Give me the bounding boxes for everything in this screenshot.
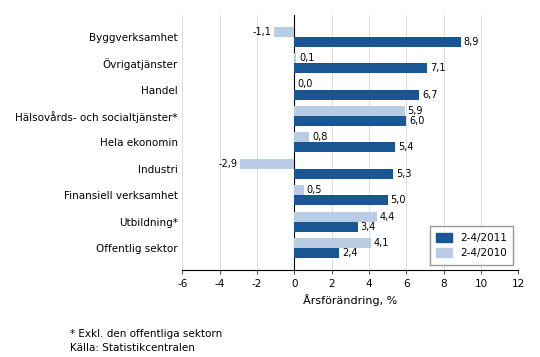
Text: 0,0: 0,0 bbox=[297, 80, 313, 90]
Text: 4,1: 4,1 bbox=[374, 238, 389, 248]
Bar bbox=[294, 132, 309, 142]
Text: 0,8: 0,8 bbox=[312, 132, 327, 142]
Text: -1,1: -1,1 bbox=[252, 27, 271, 37]
Text: 7,1: 7,1 bbox=[430, 63, 445, 73]
Bar bbox=[294, 106, 404, 116]
X-axis label: Årsförändring, %: Årsförändring, % bbox=[303, 295, 397, 306]
Text: -2,9: -2,9 bbox=[219, 159, 238, 169]
Text: 6,0: 6,0 bbox=[409, 116, 424, 126]
Text: 5,4: 5,4 bbox=[398, 142, 414, 152]
Text: Källa: Statistikcentralen: Källa: Statistikcentralen bbox=[70, 343, 195, 353]
Bar bbox=[294, 90, 420, 100]
Bar bbox=[294, 185, 303, 195]
Text: 5,0: 5,0 bbox=[390, 195, 406, 205]
Bar bbox=[294, 195, 388, 205]
Bar bbox=[294, 53, 296, 63]
Legend: 2-4/2011, 2-4/2010: 2-4/2011, 2-4/2010 bbox=[430, 226, 513, 265]
Bar bbox=[294, 37, 461, 47]
Bar bbox=[294, 63, 427, 73]
Bar bbox=[294, 222, 358, 232]
Bar bbox=[294, 142, 395, 152]
Text: 5,3: 5,3 bbox=[396, 169, 411, 179]
Text: 8,9: 8,9 bbox=[463, 37, 478, 47]
Text: 5,9: 5,9 bbox=[407, 106, 423, 116]
Text: 0,5: 0,5 bbox=[307, 185, 322, 195]
Text: 0,1: 0,1 bbox=[299, 53, 314, 63]
Text: 4,4: 4,4 bbox=[379, 212, 395, 222]
Bar bbox=[294, 212, 376, 222]
Bar bbox=[294, 248, 339, 258]
Text: 2,4: 2,4 bbox=[342, 248, 357, 258]
Text: 3,4: 3,4 bbox=[361, 222, 376, 232]
Bar bbox=[294, 116, 407, 126]
Bar bbox=[294, 238, 371, 248]
Bar bbox=[274, 26, 294, 37]
Bar bbox=[294, 169, 393, 179]
Text: * Exkl. den offentliga sektorn: * Exkl. den offentliga sektorn bbox=[70, 330, 222, 340]
Text: 6,7: 6,7 bbox=[422, 90, 438, 100]
Bar bbox=[240, 159, 294, 169]
